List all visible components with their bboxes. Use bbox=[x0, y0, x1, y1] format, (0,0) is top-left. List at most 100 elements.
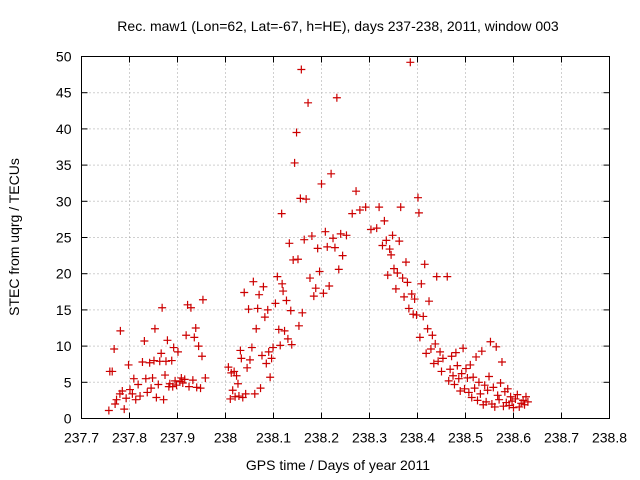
data-point bbox=[420, 260, 429, 269]
data-point bbox=[366, 225, 375, 234]
y-tick-label: 20 bbox=[56, 266, 72, 282]
data-point bbox=[131, 395, 140, 404]
data-point bbox=[198, 295, 207, 304]
x-tick-label: 238.5 bbox=[448, 430, 483, 446]
data-point bbox=[382, 236, 391, 245]
data-point bbox=[493, 391, 502, 400]
data-point bbox=[431, 339, 440, 348]
data-point bbox=[286, 306, 295, 315]
data-point bbox=[159, 395, 168, 404]
data-point bbox=[319, 289, 328, 298]
data-point bbox=[457, 369, 466, 378]
data-points bbox=[104, 58, 532, 415]
data-point bbox=[305, 274, 314, 283]
data-point bbox=[228, 386, 237, 395]
data-point bbox=[307, 232, 316, 241]
x-tick-label: 238.2 bbox=[304, 430, 339, 446]
chart-title: Rec. maw1 (Lon=62, Lat=-67, h=HE), days … bbox=[117, 18, 559, 34]
y-tick-label: 5 bbox=[64, 374, 72, 390]
data-point bbox=[173, 347, 182, 356]
data-point bbox=[304, 98, 313, 107]
data-point bbox=[391, 284, 400, 293]
data-point bbox=[158, 303, 167, 312]
data-point bbox=[256, 384, 265, 393]
data-point bbox=[423, 324, 432, 333]
data-point bbox=[263, 305, 272, 314]
y-tick-label: 30 bbox=[56, 193, 72, 209]
data-point bbox=[454, 374, 463, 383]
data-point bbox=[477, 347, 486, 356]
data-point bbox=[191, 324, 200, 332]
data-point bbox=[262, 359, 271, 368]
data-point bbox=[290, 158, 299, 167]
data-point bbox=[401, 258, 410, 267]
data-point bbox=[449, 371, 458, 380]
data-point bbox=[323, 242, 332, 251]
data-point bbox=[329, 234, 338, 243]
data-point bbox=[398, 274, 407, 283]
data-point bbox=[463, 373, 472, 382]
data-point bbox=[274, 325, 283, 334]
data-point bbox=[515, 402, 524, 411]
data-point bbox=[425, 297, 434, 306]
data-point bbox=[483, 386, 492, 395]
data-point bbox=[460, 384, 469, 393]
x-tick-label: 237.7 bbox=[64, 430, 99, 446]
data-point bbox=[459, 344, 468, 353]
data-point bbox=[451, 348, 460, 357]
data-point bbox=[148, 373, 157, 382]
data-point bbox=[511, 394, 520, 403]
data-point bbox=[456, 386, 465, 395]
data-point bbox=[461, 364, 470, 373]
x-tick-label: 238 bbox=[214, 430, 238, 446]
data-point bbox=[414, 208, 423, 217]
data-point bbox=[194, 342, 203, 351]
data-point bbox=[168, 382, 177, 391]
data-point bbox=[470, 384, 479, 393]
data-point bbox=[338, 251, 347, 260]
data-point bbox=[437, 367, 446, 376]
data-point bbox=[260, 313, 269, 322]
data-point bbox=[169, 343, 178, 352]
data-point bbox=[480, 381, 489, 390]
data-point bbox=[395, 237, 404, 246]
y-axis-label: STEC from uqrg / TECUs bbox=[6, 158, 22, 316]
data-point bbox=[177, 373, 186, 382]
data-point bbox=[409, 310, 418, 319]
data-point bbox=[145, 358, 154, 367]
data-point bbox=[150, 324, 159, 333]
data-point bbox=[143, 388, 152, 397]
data-point bbox=[271, 299, 280, 308]
data-point bbox=[406, 58, 415, 67]
x-tick-labels: 237.7 237.8 237.9 238 238.1 238.2 238.3 238.4 23… bbox=[64, 430, 627, 446]
x-tick-label: 238.4 bbox=[400, 430, 435, 446]
data-point bbox=[490, 402, 499, 411]
data-point bbox=[147, 384, 156, 393]
data-point bbox=[280, 326, 289, 335]
data-point bbox=[125, 385, 134, 394]
data-point bbox=[180, 375, 189, 384]
data-point bbox=[327, 169, 336, 178]
data-point bbox=[250, 389, 259, 398]
data-point bbox=[309, 292, 318, 301]
data-point bbox=[287, 340, 296, 349]
data-point bbox=[453, 361, 462, 370]
data-point bbox=[505, 401, 514, 410]
data-point bbox=[436, 347, 445, 356]
y-tick-label: 25 bbox=[56, 230, 72, 246]
data-point bbox=[192, 383, 201, 392]
data-point bbox=[182, 331, 191, 340]
data-point bbox=[300, 235, 309, 244]
data-point bbox=[489, 383, 498, 392]
data-point bbox=[372, 224, 381, 233]
data-point bbox=[253, 304, 262, 313]
data-point bbox=[188, 376, 197, 385]
data-point bbox=[332, 93, 341, 102]
data-point bbox=[378, 241, 387, 250]
data-point bbox=[473, 396, 482, 405]
data-point bbox=[348, 209, 357, 218]
data-point bbox=[495, 395, 504, 404]
data-point bbox=[247, 343, 256, 352]
data-point bbox=[289, 255, 298, 264]
data-point bbox=[302, 195, 311, 204]
